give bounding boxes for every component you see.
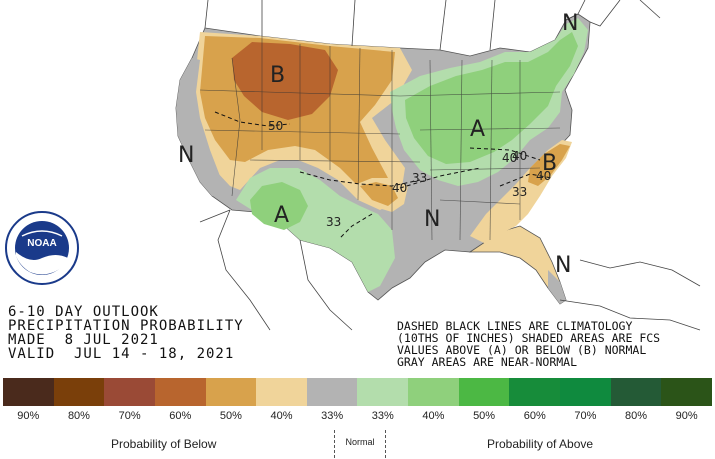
legend-swatch xyxy=(509,378,561,406)
legend-swatch xyxy=(357,378,409,406)
legend-swatch xyxy=(53,378,105,406)
state-borders xyxy=(199,36,561,241)
legend-swatch xyxy=(458,378,510,406)
contour-label: 33 xyxy=(412,171,427,185)
title-line-2: PRECIPITATION PROBABILITY xyxy=(8,318,244,334)
label-n-south: N xyxy=(424,207,440,232)
contour-label: 33 xyxy=(512,185,527,199)
note-line-2: (10THS OF INCHES) SHADED AREAS ARE FCS xyxy=(397,331,661,345)
normal-caption: Normal xyxy=(334,430,386,458)
legend-swatch xyxy=(560,378,611,406)
above-caption: Probability of Above xyxy=(487,437,594,451)
legend-swatch xyxy=(306,378,358,406)
legend-value: 60% xyxy=(523,410,546,422)
florida-tip-near-normal xyxy=(548,270,566,304)
note-line-3: VALUES ABOVE (A) OR BELOW (B) NORMAL xyxy=(397,343,647,357)
contour-label: 50 xyxy=(268,119,283,133)
label-n-florida: N xyxy=(555,253,571,278)
title-line-1: 6-10 DAY OUTLOOK xyxy=(8,304,159,320)
note-line-1: DASHED BLACK LINES ARE CLIMATOLOGY xyxy=(397,319,633,333)
legend-value: 80% xyxy=(624,410,648,422)
label-n-northeast: N xyxy=(562,11,578,36)
above-50-southwest xyxy=(250,182,308,230)
label-b-southeast: B xyxy=(542,151,557,176)
title-line-3: MADE 8 JUL 2021 xyxy=(8,332,159,348)
label-a-northeast: A xyxy=(470,117,485,142)
below-caption: Probability of Below xyxy=(111,437,217,451)
below-50-carolinas xyxy=(528,144,570,186)
legend-value: 50% xyxy=(473,410,496,422)
climatology-dashed-lines xyxy=(214,111,553,239)
legend-value: 40% xyxy=(422,410,445,422)
legend-swatch xyxy=(205,378,257,406)
legend-swatch xyxy=(610,378,662,406)
label-b-northwest: B xyxy=(270,63,285,88)
note-line-4: GRAY AREAS ARE NEAR-NORMAL xyxy=(397,355,578,369)
label-n-west: N xyxy=(178,143,194,168)
contour-label: 40 xyxy=(536,169,551,183)
legend-value: 70% xyxy=(118,410,141,422)
legend-value: 33% xyxy=(321,410,344,422)
legend-value: 40% xyxy=(270,410,293,422)
legend-value: 70% xyxy=(574,410,597,422)
label-a-southwest: A xyxy=(274,203,289,228)
title-line-4: VALID JUL 14 - 18, 2021 xyxy=(8,346,235,362)
legend-swatch xyxy=(104,378,155,406)
legend-value-labels: 90% 80% 70% 60% 50% 40% 33% 33% 40% 50% 60% 70% 80% 9… xyxy=(3,410,712,424)
noaa-logo: NOAA xyxy=(5,211,79,285)
legend-value: 80% xyxy=(67,410,90,422)
legend-swatch xyxy=(3,378,54,406)
legend-swatch xyxy=(256,378,307,406)
legend-value: 33% xyxy=(371,410,394,422)
contour-label: 33 xyxy=(326,215,341,229)
below-50-texas xyxy=(360,182,398,206)
border-lines xyxy=(199,0,701,331)
legend-color-bar xyxy=(3,378,712,406)
contour-label: 40 xyxy=(392,181,407,195)
contour-label: 40 xyxy=(512,149,527,163)
legend-value: 50% xyxy=(219,410,242,422)
legend-swatch xyxy=(661,378,712,406)
logo-text: NOAA xyxy=(27,238,56,249)
precipitation-outlook-map: B A A B N N N N 50 33 40 40 33 33 40 40 … xyxy=(5,0,701,331)
legend-value: 60% xyxy=(169,410,192,422)
below-60-montana xyxy=(232,42,338,120)
legend-swatch xyxy=(408,378,459,406)
legend-value: 90% xyxy=(17,410,40,422)
contour-label: 40 xyxy=(502,151,517,165)
legend-swatch xyxy=(154,378,206,406)
pacific-coast-near-normal xyxy=(176,58,232,196)
legend-value: 90% xyxy=(675,410,698,422)
